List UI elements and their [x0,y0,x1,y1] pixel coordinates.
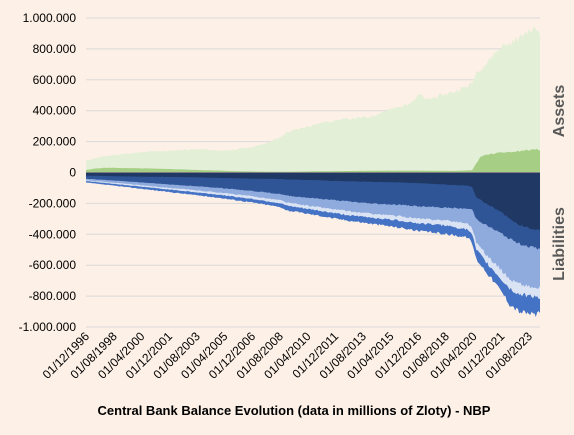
y-tick-label: 800.000 [33,42,77,56]
plot-areas [86,26,540,318]
assets-component-area [86,148,540,173]
grid-lines [86,17,540,328]
y-tick-label: 1.000.000 [23,11,77,25]
liabilities-liab-layer-2-area [86,172,540,250]
liabilities-liab-core-area [86,172,540,231]
assets-total-area [86,26,540,173]
y-tick-label: -800.000 [29,289,77,303]
y-tick-label: -1.000.000 [19,320,77,334]
y-tick-labels: 1.000.000 800.000 600.000 400.000 200.000 0 -2… [19,11,77,334]
chart-title: Central Bank Balance Evolution (data in … [98,403,491,418]
y-tick-label: -400.000 [29,227,77,241]
y-tick-label: -600.000 [29,258,77,272]
y-tick-label: 400.000 [33,104,77,118]
liabilities-panel-label: Liabilities [551,207,568,281]
y-tick-label: 0 [69,166,76,180]
y-tick-label: -200.000 [29,196,77,210]
y-tick-label: 200.000 [33,135,77,149]
y-tick-label: 600.000 [33,73,77,87]
assets-panel-label: Assets [551,85,568,138]
